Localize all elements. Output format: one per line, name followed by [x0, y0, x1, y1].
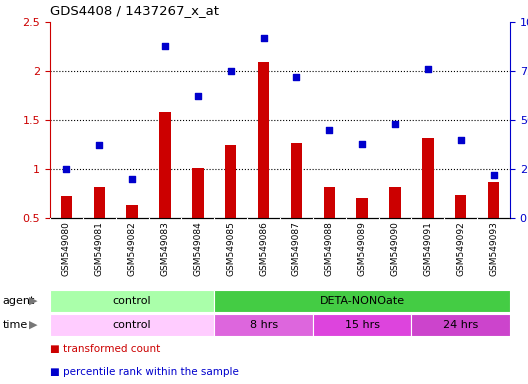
Point	[62, 166, 71, 172]
Bar	[214, 314, 313, 336]
Point	[489, 172, 498, 178]
Text: GSM549090: GSM549090	[391, 222, 400, 276]
Text: GSM549088: GSM549088	[325, 222, 334, 276]
Bar	[324, 187, 335, 267]
Text: GSM549089: GSM549089	[357, 222, 366, 276]
Bar	[225, 146, 237, 267]
Text: GDS4408 / 1437267_x_at: GDS4408 / 1437267_x_at	[50, 4, 219, 17]
Text: agent: agent	[3, 296, 35, 306]
Bar	[50, 314, 214, 336]
Point	[457, 137, 465, 143]
Bar	[93, 187, 105, 267]
Point	[325, 127, 334, 133]
Text: ■ transformed count: ■ transformed count	[50, 344, 161, 354]
Bar	[313, 314, 411, 336]
Point	[128, 176, 136, 182]
Text: DETA-NONOate: DETA-NONOate	[319, 296, 404, 306]
Text: GSM549080: GSM549080	[62, 222, 71, 276]
Text: 15 hrs: 15 hrs	[345, 320, 380, 330]
Text: GSM549087: GSM549087	[292, 222, 301, 276]
Text: ▶: ▶	[29, 296, 37, 306]
Text: 24 hrs: 24 hrs	[443, 320, 478, 330]
Text: GSM549082: GSM549082	[128, 222, 137, 276]
Point	[358, 141, 366, 147]
Bar	[214, 290, 510, 312]
Text: GSM549093: GSM549093	[489, 222, 498, 276]
Text: GSM549081: GSM549081	[95, 222, 104, 276]
Text: GSM549092: GSM549092	[456, 222, 465, 276]
Text: GSM549091: GSM549091	[423, 222, 432, 276]
Text: control: control	[113, 320, 152, 330]
Text: ▶: ▶	[29, 320, 37, 330]
Text: ■ percentile rank within the sample: ■ percentile rank within the sample	[50, 367, 239, 377]
Bar	[389, 187, 401, 267]
Point	[194, 93, 202, 99]
Bar	[411, 314, 510, 336]
Text: GSM549085: GSM549085	[226, 222, 235, 276]
Text: GSM549083: GSM549083	[161, 222, 169, 276]
Point	[259, 35, 268, 41]
Text: control: control	[113, 296, 152, 306]
Bar	[192, 168, 204, 267]
Text: GSM549086: GSM549086	[259, 222, 268, 276]
Point	[227, 68, 235, 74]
Text: time: time	[3, 320, 28, 330]
Bar	[488, 182, 499, 267]
Bar	[50, 290, 214, 312]
Text: 8 hrs: 8 hrs	[250, 320, 278, 330]
Bar	[126, 205, 138, 267]
Bar	[422, 137, 433, 267]
Bar	[356, 199, 368, 267]
Text: GSM549084: GSM549084	[193, 222, 202, 276]
Bar	[159, 112, 171, 267]
Point	[95, 142, 103, 149]
Point	[292, 74, 300, 80]
Point	[391, 121, 399, 127]
Point	[423, 66, 432, 72]
Bar	[258, 62, 269, 267]
Bar	[291, 142, 302, 267]
Point	[161, 43, 169, 49]
Bar	[455, 195, 466, 267]
Bar	[61, 197, 72, 267]
